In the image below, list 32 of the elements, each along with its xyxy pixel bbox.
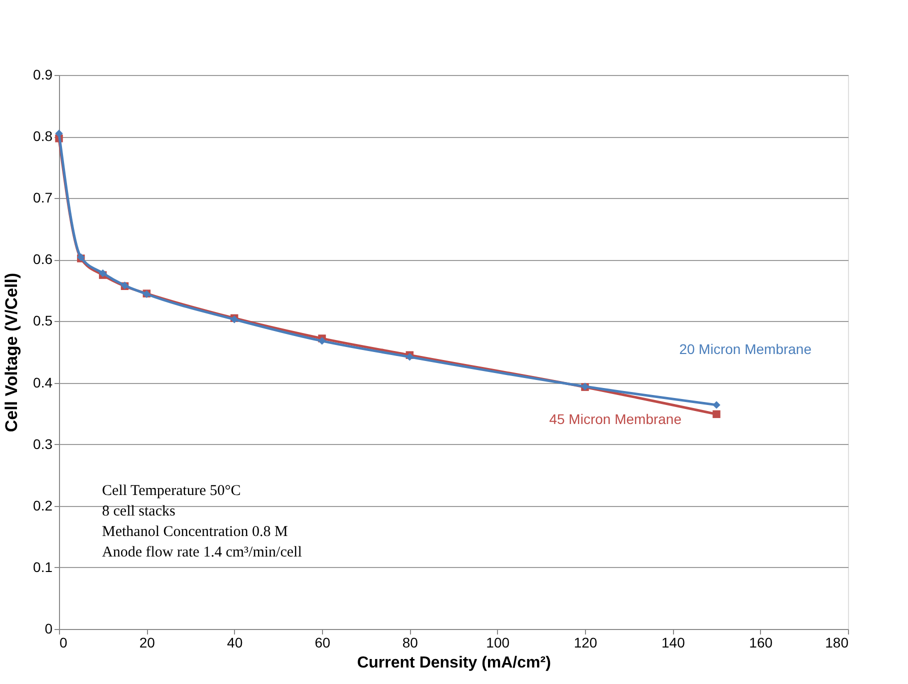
x-tick-label: 100 [486, 634, 510, 650]
point [712, 410, 720, 418]
y-tick-label: 0.2 [33, 497, 53, 514]
y-tick-label: 0.8 [33, 128, 53, 144]
point [318, 337, 326, 345]
y-axis-title: Cell Voltage (V/Cell) [2, 272, 22, 432]
x-tick-label: 20 [139, 634, 156, 650]
x-axis-title: Current Density (mA/cm²) [357, 654, 551, 672]
x-tick-label: 80 [402, 634, 418, 650]
y-tick-label: 0.1 [33, 558, 53, 575]
y-tick-label: 0.7 [33, 190, 53, 206]
annotation: Anode flow rate 1.4 cm³/min/cell [102, 544, 302, 560]
point [712, 401, 720, 409]
x-tick-label: 160 [749, 634, 773, 650]
annotation: 8 cell stacks [102, 504, 176, 520]
x-tick-label: 120 [574, 634, 598, 650]
series-label: 45 Micron Membrane [549, 411, 682, 428]
annotation: Methanol Concentration 0.8 M [102, 524, 288, 540]
y-tick-label: 0 [44, 620, 53, 636]
y-tick-label: 0.3 [33, 436, 53, 452]
x-tick-label: 140 [661, 634, 686, 650]
text: 20 Micron Membrane [679, 340, 812, 357]
y-tick-label: 0.5 [33, 312, 53, 329]
annotation: Cell Temperature 50°C [102, 483, 241, 499]
y-tick-label: 0.9 [33, 66, 53, 82]
x-tick-label: 0 [60, 634, 68, 650]
y-tick-label: 0.6 [33, 251, 53, 268]
x-tick-label: 40 [227, 634, 243, 650]
point [55, 130, 63, 138]
x-tick-label: 60 [314, 634, 330, 650]
y-tick-label: 0.4 [33, 374, 53, 390]
x-tick-label: 180 [825, 634, 849, 650]
